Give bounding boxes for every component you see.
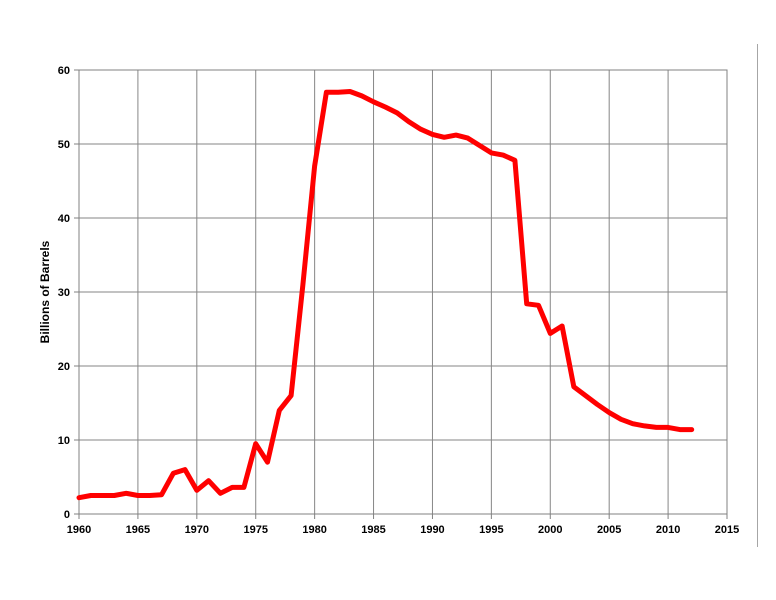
y-tick-label: 10 <box>58 435 70 447</box>
y-tick-label: 30 <box>58 287 70 299</box>
x-tick-label: 1995 <box>479 524 503 536</box>
y-tick-label: 20 <box>58 361 70 373</box>
y-tick-label: 60 <box>58 65 70 77</box>
x-tick-label: 1960 <box>67 524 91 536</box>
x-tick-label: 2010 <box>656 524 680 536</box>
x-tick-label: 1975 <box>243 524 267 536</box>
x-tick-label: 1965 <box>126 524 150 536</box>
plot-area-border <box>78 69 728 515</box>
x-tick-label: 1980 <box>302 524 326 536</box>
x-tick-label: 1990 <box>420 524 444 536</box>
chart-right-border <box>757 44 758 547</box>
x-tick-label: 2005 <box>597 524 621 536</box>
x-tick-label: 2015 <box>715 524 739 536</box>
x-tick-label: 1985 <box>361 524 385 536</box>
y-axis-title: Billions of Barrels <box>38 240 52 343</box>
y-tick-label: 0 <box>64 509 70 521</box>
y-tick-label: 50 <box>58 139 70 151</box>
y-axis-tick-labels: 0 10 20 30 40 50 60 <box>58 65 70 521</box>
x-axis-tick-labels: 1960 1965 1970 1975 1980 1985 1990 1995 2000 2005… <box>67 524 739 536</box>
y-tick-label: 40 <box>58 213 70 225</box>
x-tick-label: 2000 <box>538 524 562 536</box>
series-line <box>76 89 695 501</box>
series-layer <box>76 89 695 501</box>
x-tick-label: 1970 <box>185 524 209 536</box>
grid <box>74 69 728 519</box>
